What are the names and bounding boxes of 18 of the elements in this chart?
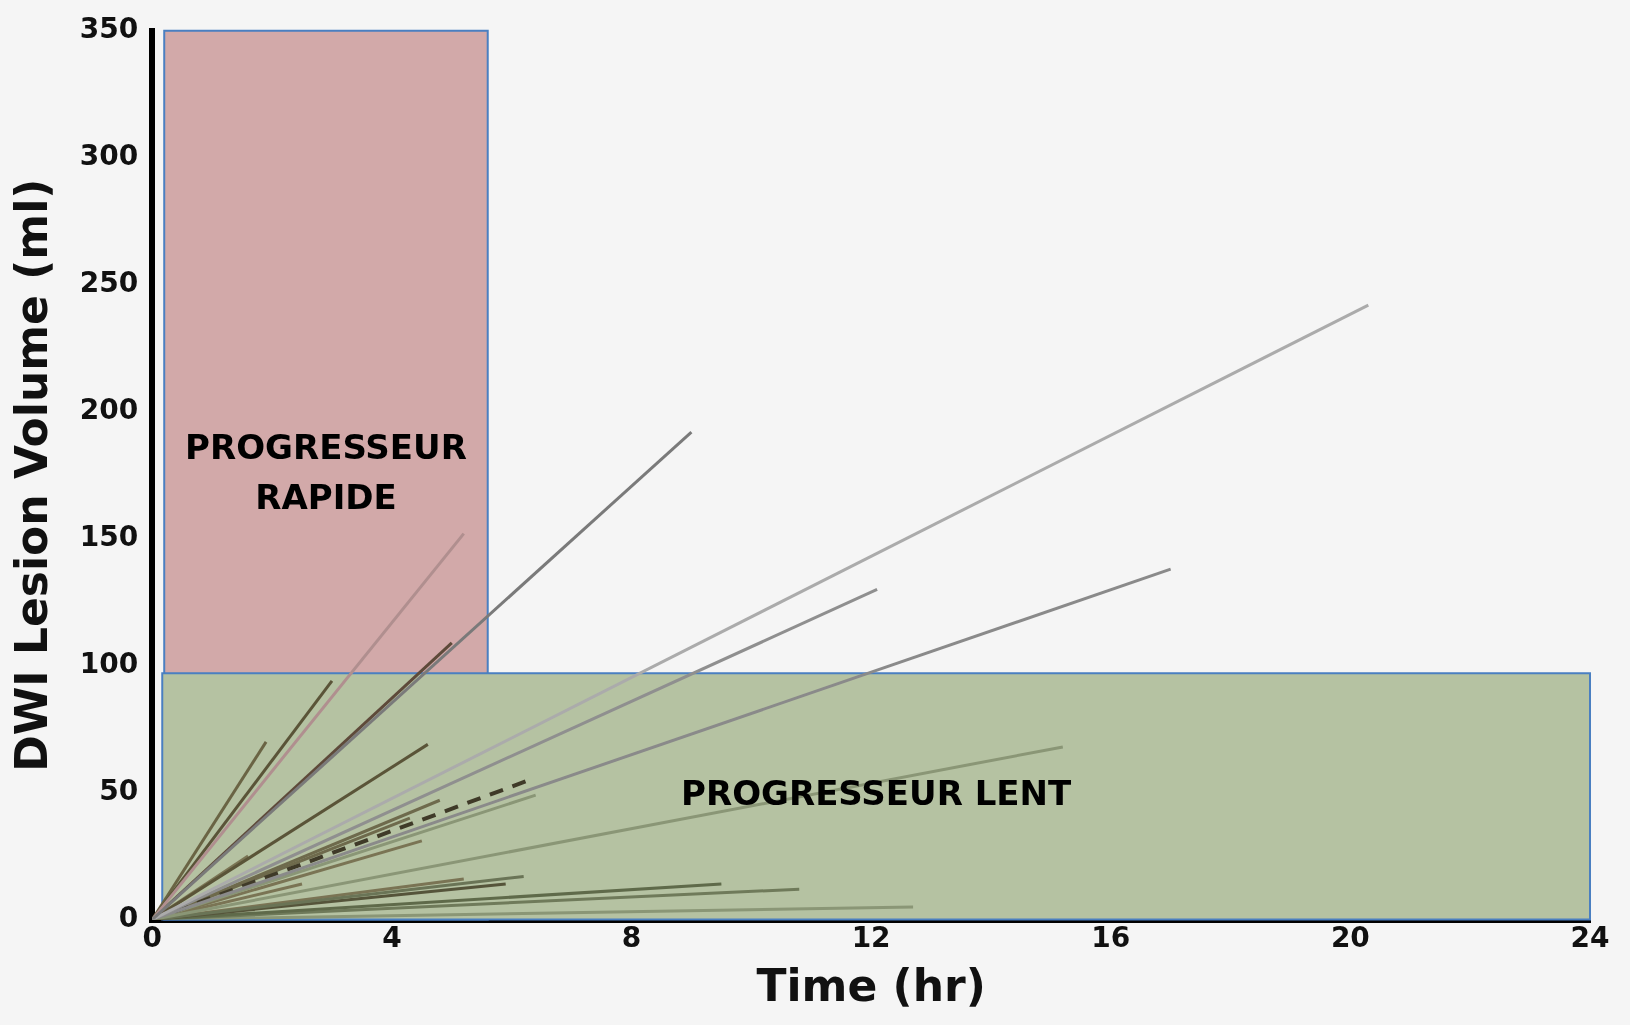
band-label: PROGRESSEUR RAPIDE — [185, 427, 467, 518]
y-tick-label: 200 — [79, 393, 139, 426]
y-tick-label: 300 — [79, 139, 139, 173]
y-tick-label: 250 — [79, 266, 139, 300]
x-tick-label: 16 — [1091, 920, 1131, 954]
y-tick-label: 150 — [79, 519, 139, 553]
y-tick-label: 50 — [99, 773, 139, 807]
x-axis-title: Time (hr) — [756, 960, 986, 1012]
y-tick-label: 100 — [79, 646, 139, 680]
band-label: PROGRESSEUR LENT — [681, 773, 1073, 814]
x-tick-label: 0 — [142, 920, 162, 954]
y-axis-title: DWI Lesion Volume (ml) — [5, 178, 57, 772]
x-tick-label: 4 — [382, 920, 402, 954]
x-tick-label: 20 — [1330, 920, 1370, 954]
y-tick-label: 350 — [79, 12, 139, 46]
x-tick-label: 8 — [621, 920, 642, 954]
x-tick-label: 24 — [1570, 920, 1610, 954]
x-tick-label: 12 — [851, 920, 891, 954]
